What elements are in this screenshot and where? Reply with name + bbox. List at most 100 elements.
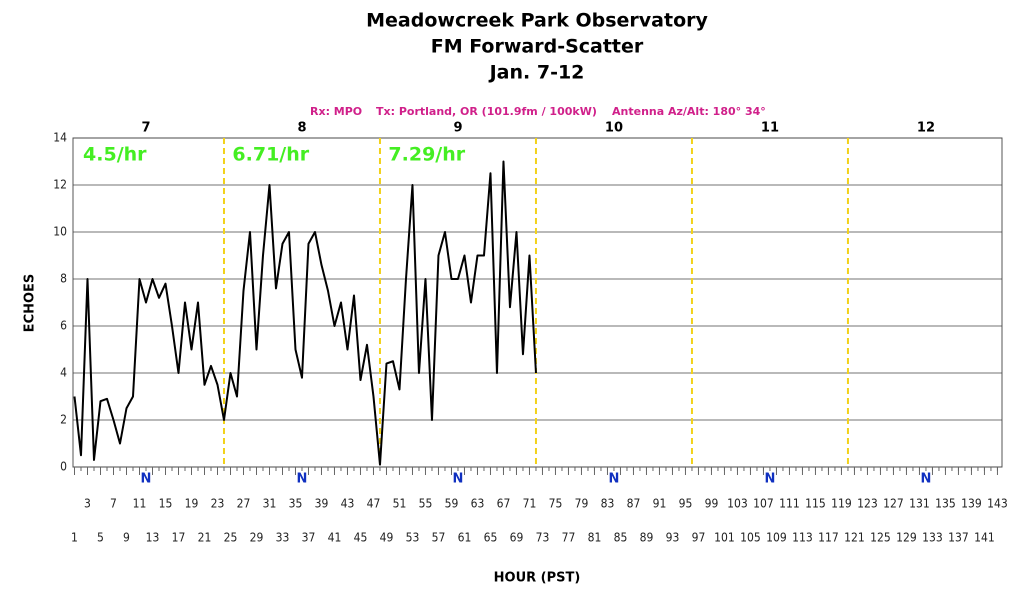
x-axis-label: HOUR (PST) — [494, 571, 581, 586]
x-tick-label: 69 — [510, 531, 524, 545]
x-tick-label: 35 — [289, 497, 303, 511]
x-tick-label: 121 — [844, 531, 865, 545]
x-tick-label: 87 — [627, 497, 641, 511]
x-tick-label: 25 — [224, 531, 238, 545]
x-tick-label: 3 — [84, 497, 91, 511]
x-tick-label: 89 — [640, 531, 654, 545]
x-tick-label: 17 — [172, 531, 186, 545]
x-tick-label: 123 — [857, 497, 878, 511]
day-label: 12 — [917, 121, 935, 136]
title-line: Meadowcreek Park Observatory — [366, 10, 708, 32]
x-tick-label: 37 — [302, 531, 316, 545]
x-tick-label: 51 — [393, 497, 407, 511]
x-tick-label: 107 — [753, 497, 774, 511]
echo-line — [73, 160, 537, 466]
x-tick-label: 59 — [445, 497, 459, 511]
x-tick-label: 133 — [922, 531, 943, 545]
x-tick-label: 65 — [484, 531, 498, 545]
x-tick-label: 41 — [328, 531, 342, 545]
x-tick-label: 13 — [146, 531, 160, 545]
x-tick-label: 45 — [354, 531, 368, 545]
x-tick-label: 115 — [805, 497, 826, 511]
x-tick-label: 95 — [679, 497, 693, 511]
subtitle: Rx: MPO — [310, 105, 362, 118]
rate-annotation: 6.71/hr — [232, 144, 309, 166]
y-axis-label: ECHOES — [23, 274, 38, 333]
x-tick-label: 127 — [883, 497, 904, 511]
x-tick-label: 7 — [110, 497, 117, 511]
x-tick-label: 81 — [588, 531, 602, 545]
x-tick-label: 105 — [740, 531, 761, 545]
day-label: 10 — [605, 121, 623, 136]
x-tick-label: 19 — [185, 497, 199, 511]
x-tick-label: 97 — [692, 531, 706, 545]
subtitle: Antenna Az/Alt: 180° 34° — [612, 105, 766, 118]
day-label: 9 — [453, 121, 462, 136]
x-tick-label: 63 — [471, 497, 485, 511]
x-tick-label: 117 — [818, 531, 839, 545]
rate-annotation: 7.29/hr — [388, 144, 465, 166]
title-line: FM Forward-Scatter — [431, 36, 644, 58]
noon-marker: N — [141, 472, 152, 487]
y-tick-label: 8 — [60, 272, 67, 286]
x-tick-label: 77 — [562, 531, 576, 545]
y-tick-label: 6 — [60, 319, 67, 333]
x-tick-label: 23 — [211, 497, 225, 511]
x-tick-label: 111 — [779, 497, 800, 511]
x-tick-label: 11 — [133, 497, 147, 511]
x-tick-label: 109 — [766, 531, 787, 545]
x-tick-label: 43 — [341, 497, 355, 511]
x-tick-label: 119 — [831, 497, 852, 511]
x-tick-label: 141 — [974, 531, 995, 545]
x-tick-label: 131 — [909, 497, 930, 511]
x-tick-label: 137 — [948, 531, 969, 545]
day-label: 8 — [297, 121, 306, 136]
x-tick-label: 53 — [406, 531, 420, 545]
x-tick-label: 33 — [276, 531, 290, 545]
x-tick-label: 139 — [961, 497, 982, 511]
x-tick-label: 29 — [250, 531, 264, 545]
x-tick-label: 85 — [614, 531, 628, 545]
noon-marker: N — [765, 472, 776, 487]
y-tick-label: 12 — [53, 178, 67, 192]
day-label: 7 — [141, 121, 150, 136]
x-tick-label: 39 — [315, 497, 329, 511]
y-tick-label: 2 — [60, 413, 67, 427]
x-tick-label: 61 — [458, 531, 472, 545]
x-tick-label: 27 — [237, 497, 251, 511]
noon-marker: N — [609, 472, 620, 487]
x-tick-label: 113 — [792, 531, 813, 545]
x-tick-label: 49 — [380, 531, 394, 545]
x-tick-label: 1 — [71, 531, 78, 545]
x-tick-label: 101 — [714, 531, 735, 545]
x-tick-label: 55 — [419, 497, 433, 511]
y-tick-label: 14 — [53, 131, 67, 145]
x-tick-label: 47 — [367, 497, 381, 511]
x-tick-label: 15 — [159, 497, 173, 511]
x-tick-label: 5 — [97, 531, 104, 545]
y-tick-label: 0 — [60, 460, 67, 474]
y-tick-label: 4 — [60, 366, 67, 380]
noon-marker: N — [297, 472, 308, 487]
x-tick-label: 73 — [536, 531, 550, 545]
x-tick-label: 71 — [523, 497, 537, 511]
rate-annotation: 4.5/hr — [83, 144, 147, 166]
title-line: Jan. 7-12 — [488, 62, 585, 84]
x-tick-label: 143 — [987, 497, 1008, 511]
x-tick-label: 75 — [549, 497, 563, 511]
x-tick-label: 83 — [601, 497, 615, 511]
x-tick-label: 21 — [198, 531, 212, 545]
y-tick-label: 10 — [53, 225, 67, 239]
x-tick-label: 99 — [705, 497, 719, 511]
x-tick-label: 103 — [727, 497, 748, 511]
day-label: 11 — [761, 121, 779, 136]
x-tick-label: 93 — [666, 531, 680, 545]
noon-marker: N — [453, 472, 464, 487]
noon-marker: N — [921, 472, 932, 487]
x-tick-label: 57 — [432, 531, 446, 545]
x-tick-label: 79 — [575, 497, 589, 511]
x-tick-label: 135 — [935, 497, 956, 511]
x-tick-label: 67 — [497, 497, 511, 511]
